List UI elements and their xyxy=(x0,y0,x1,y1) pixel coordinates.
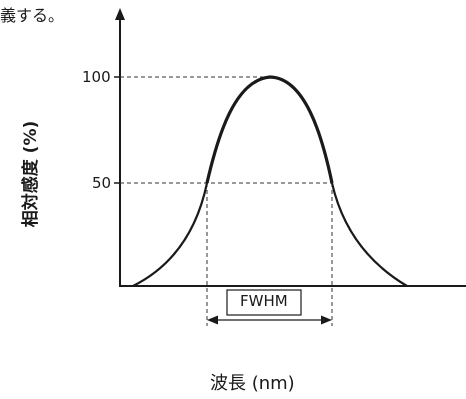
x-axis-label: 波長 (nm) xyxy=(210,373,295,394)
fwhm-arrowhead-right xyxy=(321,315,332,325)
fwhm-box xyxy=(226,289,302,316)
y-tick-label-100: 100 xyxy=(82,68,111,86)
curve-right-tail xyxy=(330,182,408,287)
y-axis-arrowhead xyxy=(115,8,125,20)
curve-peak xyxy=(205,75,334,184)
fwhm-arrowhead-left xyxy=(207,315,218,325)
curve-left-tail xyxy=(132,182,209,287)
text-fragment: 義する。 xyxy=(0,6,65,25)
y-tick-label-50: 50 xyxy=(92,174,112,192)
fwhm-label: FWHM xyxy=(240,292,288,310)
